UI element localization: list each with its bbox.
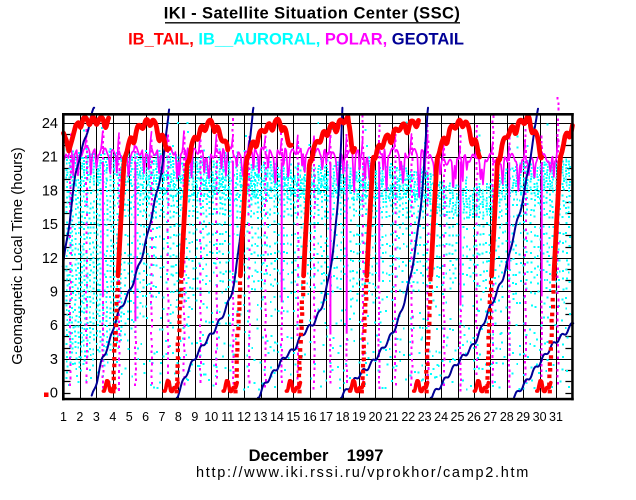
svg-text:18: 18: [42, 183, 58, 199]
svg-text:15: 15: [286, 410, 300, 424]
svg-text:30: 30: [533, 410, 547, 424]
svg-text:4: 4: [109, 410, 116, 424]
svg-text:21: 21: [385, 410, 399, 424]
svg-text:24: 24: [434, 410, 448, 424]
svg-text:0: 0: [50, 386, 58, 402]
svg-text:8: 8: [175, 410, 182, 424]
svg-text:6: 6: [142, 410, 149, 424]
svg-text:9: 9: [191, 410, 198, 424]
svg-text:16: 16: [303, 410, 317, 424]
svg-text:3: 3: [50, 352, 58, 368]
svg-text:15: 15: [42, 217, 58, 233]
svg-text:6: 6: [50, 318, 58, 334]
svg-text:31: 31: [549, 410, 563, 424]
svg-text:10: 10: [204, 410, 218, 424]
svg-text:11: 11: [221, 410, 234, 424]
svg-text:13: 13: [254, 410, 268, 424]
svg-text:2: 2: [76, 410, 83, 424]
svg-text:December 1997: December 1997: [249, 447, 384, 465]
svg-text:24: 24: [42, 116, 58, 132]
svg-text:12: 12: [42, 251, 58, 267]
svg-text:23: 23: [418, 410, 432, 424]
svg-text:14: 14: [270, 410, 284, 424]
svg-text:1: 1: [60, 410, 67, 424]
svg-text:28: 28: [500, 410, 514, 424]
svg-text:20: 20: [368, 410, 382, 424]
svg-text:17: 17: [319, 410, 333, 424]
svg-text:29: 29: [516, 410, 530, 424]
svg-text:27: 27: [483, 410, 497, 424]
svg-text:5: 5: [126, 410, 133, 424]
svg-text:22: 22: [401, 410, 415, 424]
svg-text:18: 18: [336, 410, 350, 424]
svg-text:12: 12: [237, 410, 251, 424]
svg-text:19: 19: [352, 410, 366, 424]
svg-text:IB_TAIL, IB__AURORAL, POLAR, G: IB_TAIL, IB__AURORAL, POLAR, GEOTAIL: [128, 31, 464, 49]
svg-text:http://www.iki.rssi.ru/vprokho: http://www.iki.rssi.ru/vprokhor/camp2.ht…: [196, 465, 530, 481]
svg-text:3: 3: [93, 410, 100, 424]
svg-text:7: 7: [159, 410, 166, 424]
svg-text:IKI - Satellite Situation Cent: IKI - Satellite Situation Center (SSC): [164, 5, 461, 23]
svg-text:26: 26: [467, 410, 481, 424]
svg-text:25: 25: [451, 410, 465, 424]
svg-text:21: 21: [42, 150, 58, 166]
svg-text:9: 9: [50, 285, 58, 301]
svg-text:Geomagnetic Local Time (hours): Geomagnetic Local Time (hours): [9, 147, 26, 365]
